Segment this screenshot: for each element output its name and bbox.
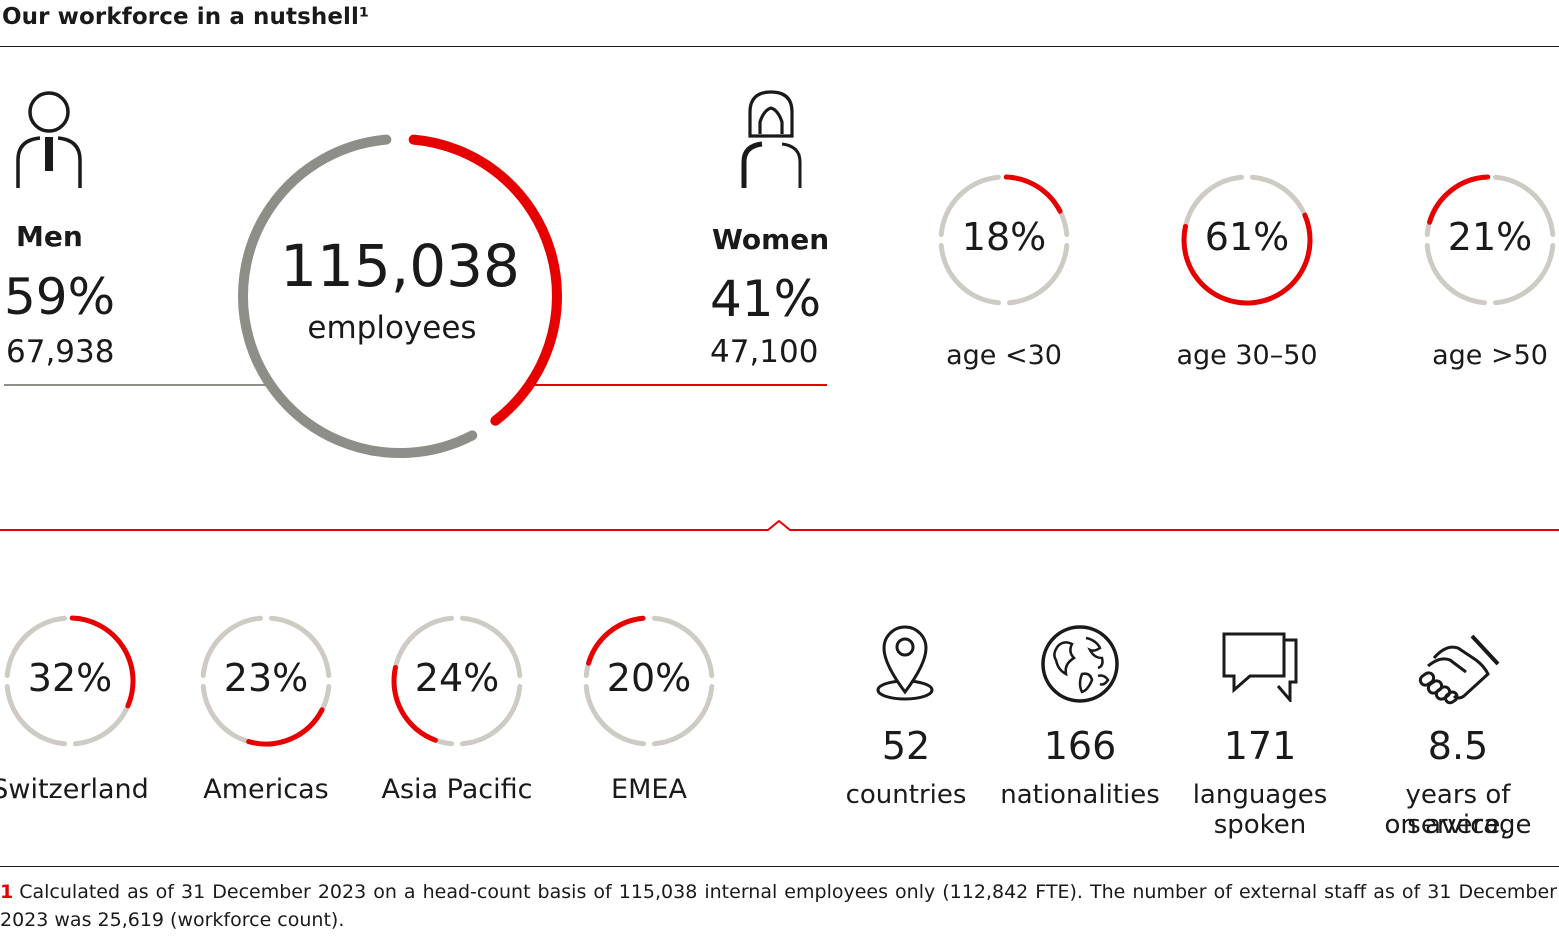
ring-percent: 21% [1447, 215, 1533, 259]
ring-track-segment [1424, 242, 1488, 306]
ring-label: age >50 [1432, 340, 1548, 371]
countries-value: 52 [881, 724, 931, 768]
footnote-marker: 1 [0, 881, 14, 903]
ring-label: age <30 [946, 340, 1062, 371]
ring-value-arc [1003, 174, 1063, 214]
ring-percent: 32% [27, 656, 113, 700]
ring-label: Asia Pacific [381, 774, 533, 805]
title-divider [0, 46, 1559, 47]
ring-value-arc [1181, 212, 1313, 306]
ring-track-segment [268, 615, 332, 679]
ring-track-segment [1006, 242, 1070, 306]
ring-track-segment [1492, 242, 1556, 306]
ring-label: EMEA [611, 774, 687, 805]
ring-track-segment [938, 242, 1002, 306]
page-title: Our workforce in a nutshell¹ [2, 4, 370, 30]
years-of-service-label: years of service, [1405, 780, 1511, 840]
ring-value-arc [69, 615, 136, 709]
total-employees-label: employees [307, 310, 477, 346]
languages-value: 171 [1223, 724, 1297, 768]
years-of-service-label-line2: on average [1384, 810, 1532, 840]
ring-track-segment [4, 683, 68, 747]
languages-label-line2: spoken [1213, 810, 1307, 840]
ring-label: Americas [203, 774, 329, 805]
women-underline [524, 384, 827, 386]
handshake-icon [1418, 634, 1500, 705]
women-count: 47,100 [710, 334, 819, 370]
switzerland-ring [4, 615, 136, 747]
men-label: Men [16, 220, 83, 253]
ring-value-arc [1427, 174, 1491, 225]
ring-value-arc [246, 707, 325, 747]
ring-track-segment [938, 174, 1002, 238]
globe-icon [1041, 625, 1119, 703]
ring-percent: 61% [1204, 215, 1290, 259]
ring-track-segment [651, 615, 715, 679]
age-30-ring [938, 174, 1070, 306]
age-30-50-ring [1181, 174, 1313, 306]
footnote: 1 Calculated as of 31 December 2023 on a … [0, 878, 1557, 934]
ring-value-arc [586, 615, 646, 666]
gender-slice-men [238, 134, 478, 458]
ring-percent: 24% [414, 656, 500, 700]
ring-value-arc [391, 664, 438, 743]
ring-label: Switzerland [0, 774, 149, 805]
man-icon [16, 91, 82, 188]
woman-icon [741, 90, 802, 188]
speech-bubbles-icon [1222, 632, 1298, 702]
gender-donut-chart [238, 134, 562, 458]
footnote-divider [0, 866, 1559, 867]
location-pin-icon [876, 625, 934, 701]
countries-label: countries [845, 780, 967, 810]
ring-track-segment [459, 683, 523, 747]
gender-slice-women [408, 134, 562, 426]
ring-track-segment [651, 683, 715, 747]
ring-percent: 23% [223, 656, 309, 700]
years-of-service-value: 8.5 [1427, 724, 1489, 768]
ring-track-segment [459, 615, 523, 679]
ring-track-segment [200, 615, 264, 679]
americas-ring [200, 615, 332, 747]
nationalities-value: 166 [1043, 724, 1117, 768]
footnote-text: Calculated as of 31 December 2023 on a h… [0, 881, 1557, 931]
men-count: 67,938 [6, 334, 115, 370]
asia-pacific-ring [391, 615, 523, 747]
ring-percent: 20% [606, 656, 692, 700]
ring-label: age 30–50 [1176, 340, 1318, 371]
section-divider [0, 519, 1559, 531]
men-underline [4, 384, 266, 386]
ring-track-segment [4, 615, 68, 679]
women-percent: 41% [710, 270, 822, 328]
nationalities-label: nationalities [1000, 780, 1160, 810]
total-employees-value: 115,038 [280, 232, 520, 300]
women-label: Women [712, 223, 830, 256]
ring-track-segment [583, 683, 647, 747]
ring-percent: 18% [961, 215, 1047, 259]
languages-label: languages [1192, 780, 1328, 810]
age-50-ring [1424, 174, 1556, 306]
men-percent: 59% [4, 268, 116, 326]
emea-ring [583, 615, 715, 747]
ring-track-segment [1492, 174, 1556, 238]
